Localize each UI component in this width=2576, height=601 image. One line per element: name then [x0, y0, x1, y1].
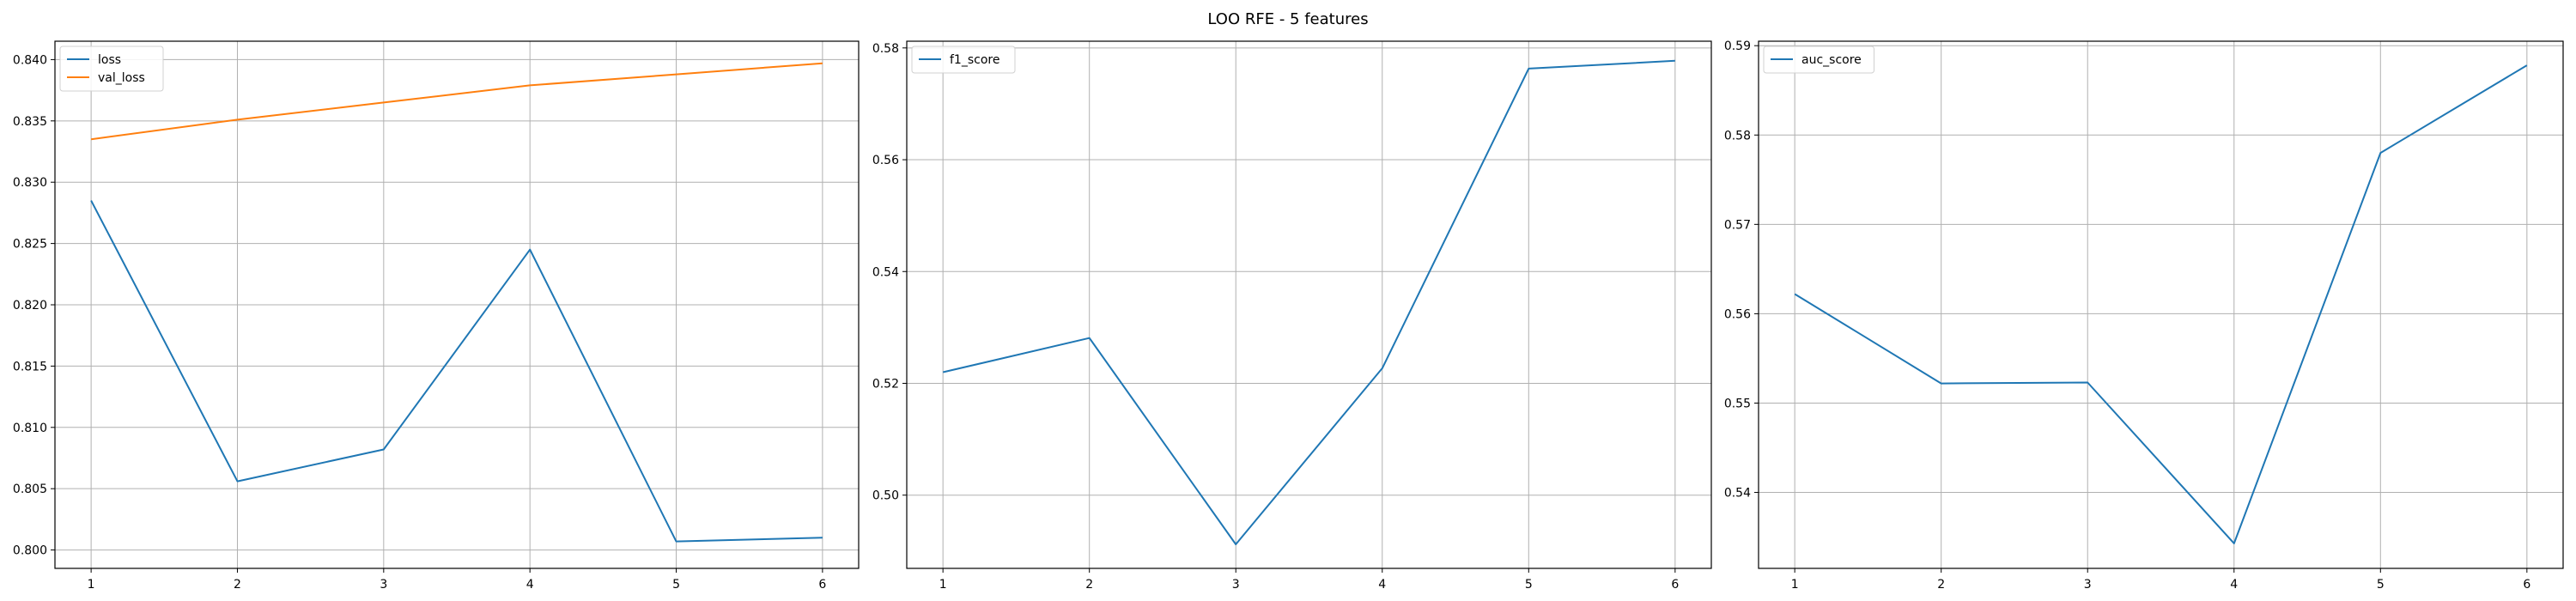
legend-box — [1763, 46, 1874, 74]
x-tick-label: 5 — [1525, 578, 1533, 592]
series-line-loss — [90, 200, 823, 543]
y-tick-label: 0.820 — [13, 299, 47, 313]
x-tick-label: 6 — [1671, 578, 1679, 592]
series-line-auc-score — [1794, 64, 2528, 544]
x-tick-label: 4 — [2230, 578, 2238, 592]
subplot-loss: 1 2 3 4 5 6 0.800 0.805 0.810 0.815 0.820 0.825 0.83… — [13, 40, 860, 592]
x-tick-label: 3 — [1232, 578, 1240, 592]
y-tick-label: 0.58 — [1724, 129, 1751, 143]
x-tick-label: 1 — [939, 578, 947, 592]
x-tick-label: 3 — [380, 578, 387, 592]
x-tick-label: 1 — [1791, 578, 1799, 592]
y-tick-label: 0.825 — [13, 238, 47, 252]
y-tick-label: 0.50 — [872, 489, 899, 503]
y-tick-label: 0.58 — [872, 42, 899, 56]
y-tick-label: 0.835 — [13, 115, 47, 129]
axes-frame — [1758, 40, 2564, 569]
legend-box — [59, 46, 164, 92]
y-tick-label: 0.805 — [13, 483, 47, 496]
legend-label: val_loss — [98, 71, 145, 85]
x-tick-label: 2 — [1937, 578, 1945, 592]
grid — [1759, 41, 2563, 568]
y-tick-label: 0.54 — [1724, 487, 1751, 501]
grid — [55, 41, 859, 568]
y-tick-label: 0.59 — [1724, 39, 1751, 53]
legend-box — [911, 46, 1016, 74]
x-tick-label: 5 — [2377, 578, 2385, 592]
legend-label: loss — [98, 53, 121, 67]
y-tick-label: 0.810 — [13, 422, 47, 435]
subplot-auc: 1 2 3 4 5 6 0.54 0.55 0.56 0.57 0.58 0.59 auc_score — [1724, 39, 2564, 592]
y-tick-label: 0.55 — [1724, 397, 1751, 410]
axes-frame — [906, 40, 1712, 569]
figure-title: LOO RFE - 5 features — [1207, 10, 1368, 28]
grid — [907, 41, 1711, 568]
legend: f1_score — [911, 46, 1016, 74]
legend-label: f1_score — [950, 53, 999, 67]
y-tick-label: 0.815 — [13, 360, 47, 373]
y-tick-label: 0.840 — [13, 53, 47, 67]
y-tick-label: 0.56 — [872, 154, 899, 167]
x-tick-label: 1 — [88, 578, 95, 592]
series-line-f1-score — [942, 59, 1675, 545]
legend: auc_score — [1763, 46, 1874, 74]
y-tick-label: 0.800 — [13, 544, 47, 558]
x-tick-label: 2 — [234, 578, 241, 592]
y-tick-label: 0.54 — [872, 265, 899, 279]
y-tick-label: 0.52 — [872, 377, 899, 391]
x-tick-label: 5 — [672, 578, 680, 592]
legend: loss val_loss — [59, 46, 164, 92]
x-tick-label: 4 — [526, 578, 534, 592]
x-tick-label: 4 — [1378, 578, 1386, 592]
legend-label: auc_score — [1801, 53, 1862, 67]
subplots: 1 2 3 4 5 6 0.800 0.805 0.810 0.815 0.820 0.825 0.83… — [13, 39, 2564, 592]
x-tick-label: 6 — [818, 578, 826, 592]
y-tick-label: 0.830 — [13, 176, 47, 190]
series-line-val-loss — [90, 62, 823, 141]
x-tick-label: 3 — [2084, 578, 2092, 592]
y-tick-label: 0.57 — [1724, 218, 1751, 232]
y-tick-label: 0.56 — [1724, 307, 1751, 321]
x-tick-label: 6 — [2523, 578, 2530, 592]
x-tick-label: 2 — [1085, 578, 1093, 592]
subplot-f1: 1 2 3 4 5 6 0.50 0.52 0.54 0.56 0.58 f1_score — [872, 40, 1712, 592]
